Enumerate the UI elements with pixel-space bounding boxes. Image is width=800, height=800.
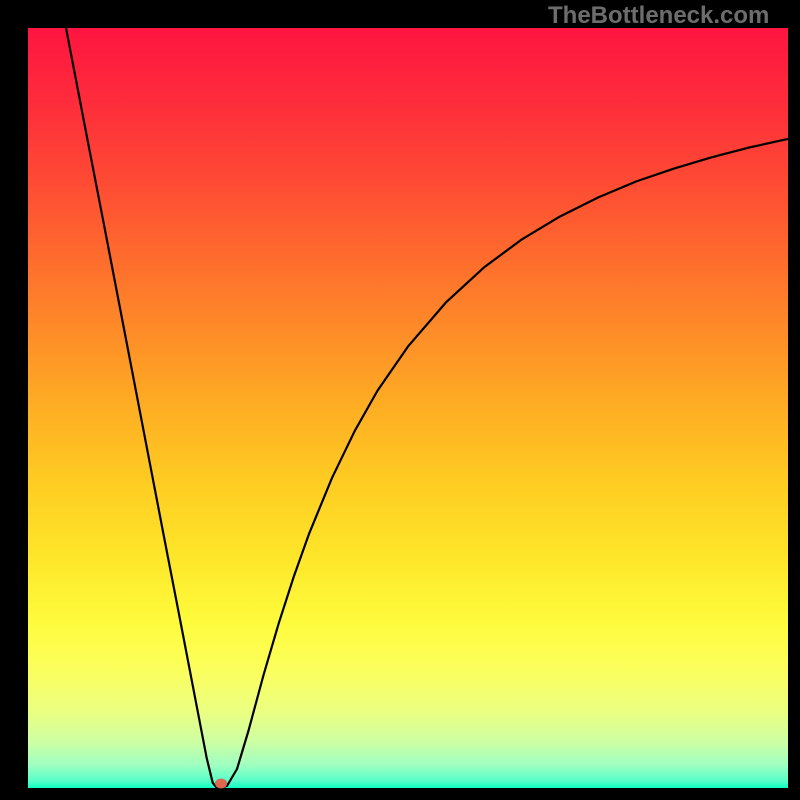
optimum-marker	[215, 778, 227, 788]
bottleneck-chart	[0, 0, 800, 800]
chart-frame: TheBottleneck.com	[0, 0, 800, 800]
watermark-text: TheBottleneck.com	[548, 2, 769, 30]
